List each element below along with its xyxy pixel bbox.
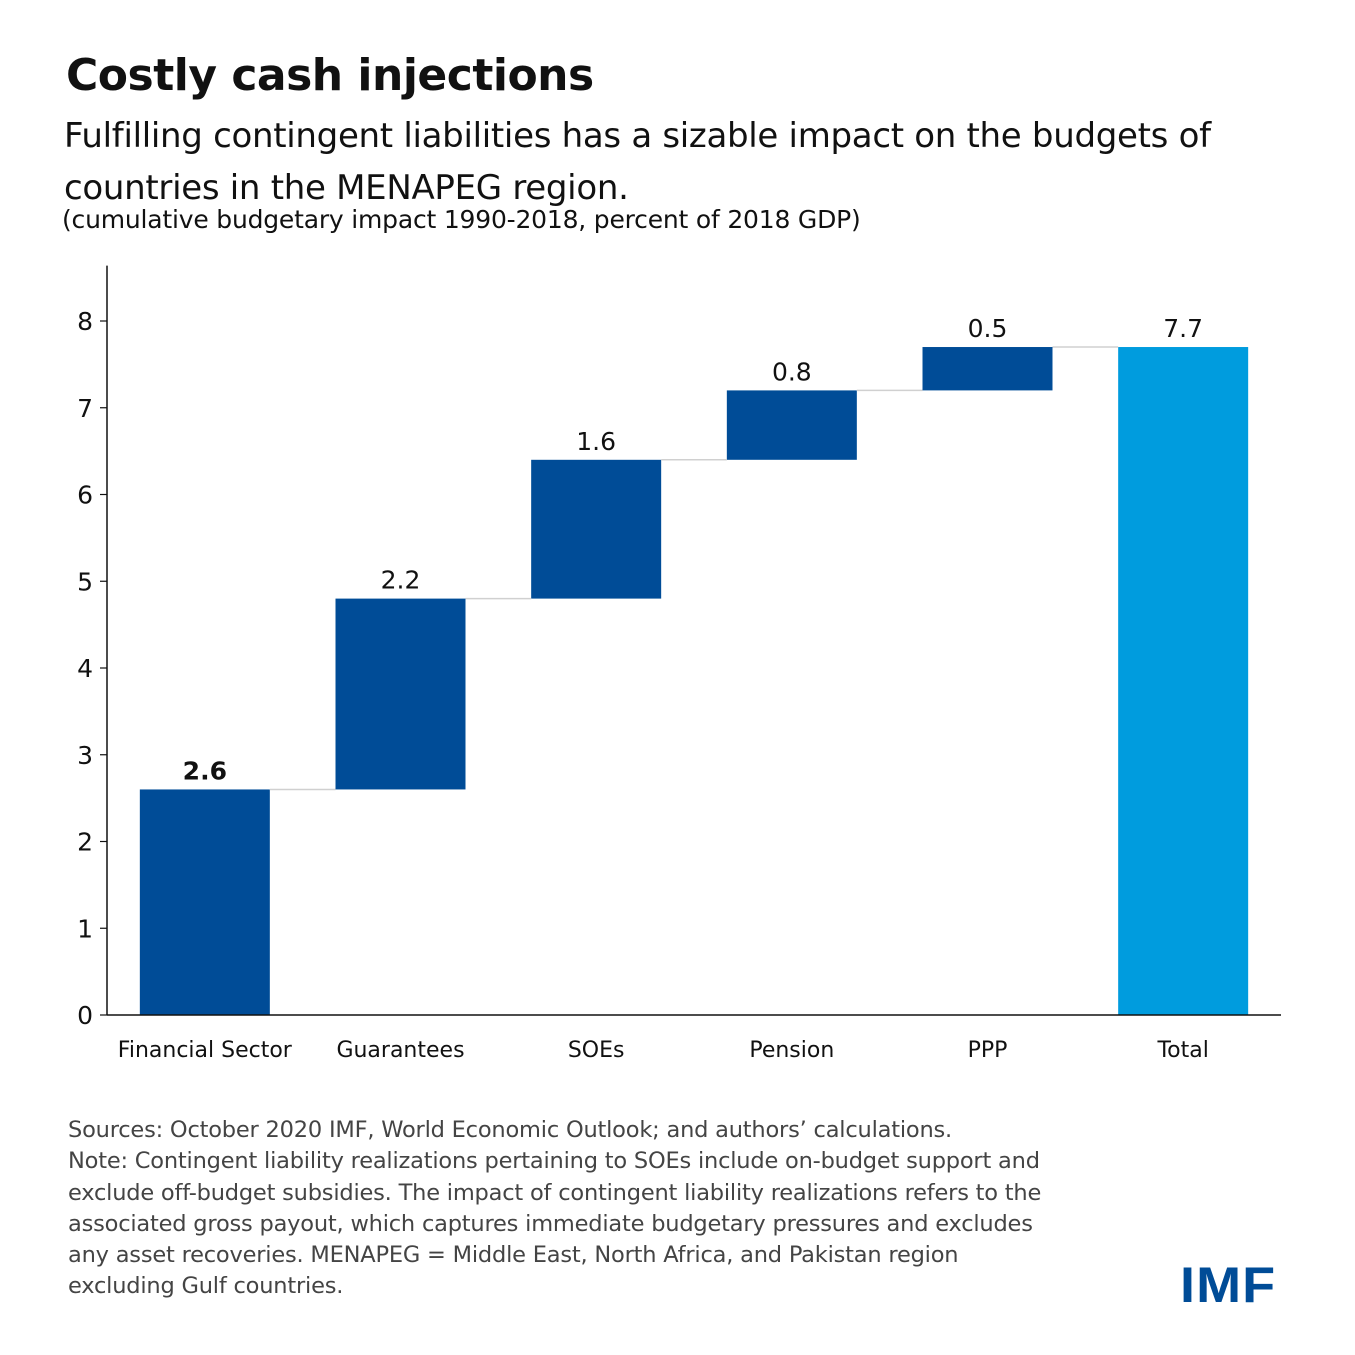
data-label: 0.5 <box>968 314 1008 343</box>
total-bar <box>1118 347 1249 1015</box>
y-tick-label: 7 <box>77 394 93 423</box>
increment-bar <box>726 390 857 460</box>
increment-bar <box>922 347 1053 391</box>
y-tick-label: 1 <box>77 914 93 943</box>
sources-note: Sources: October 2020 IMF, World Economi… <box>68 1117 952 1143</box>
chart-title: Costly cash injections <box>66 50 594 101</box>
data-label: 7.7 <box>1163 314 1203 343</box>
y-tick-label: 3 <box>77 741 93 770</box>
imf-logo: IMF <box>1180 1257 1277 1313</box>
increment-bar <box>335 598 466 790</box>
x-category-label: Guarantees <box>336 1038 464 1063</box>
y-tick-label: 5 <box>77 567 93 596</box>
note-line: associated gross payout, which captures … <box>68 1210 1033 1237</box>
note-line: excluding Gulf countries. <box>68 1273 344 1300</box>
unit-note: (cumulative budgetary impact 1990-2018, … <box>62 205 861 234</box>
increment-bar <box>531 459 662 599</box>
x-category-label: Financial Sector <box>118 1038 293 1063</box>
waterfall-chart: 0 1 2 3 4 5 6 7 8 2.6 Financial Sector 2.2 Guarantee… <box>77 265 1281 1063</box>
data-label: 0.8 <box>772 357 812 386</box>
x-category-label: Pension <box>749 1038 834 1063</box>
y-tick-label: 8 <box>77 307 93 336</box>
y-tick-label: 6 <box>77 481 93 510</box>
chart-subtitle: Fulfilling contingent liabilities has a … <box>64 116 1211 208</box>
x-category-label: SOEs <box>568 1038 625 1063</box>
y-tick-label: 0 <box>77 1001 93 1030</box>
footnotes: Sources: October 2020 IMF, World Economi… <box>68 1115 1188 1303</box>
note-line: exclude off-budget subsidies. The impact… <box>68 1179 1042 1206</box>
data-label: 1.6 <box>576 427 616 456</box>
note-line: any asset recoveries. MENAPEG = Middle E… <box>68 1242 959 1269</box>
data-label: 2.2 <box>381 566 421 595</box>
data-label: 2.6 <box>183 756 227 785</box>
x-category-label: Total <box>1156 1038 1208 1063</box>
note-line: Note: Contingent liability realizations … <box>68 1148 1040 1175</box>
x-category-label: PPP <box>968 1038 1008 1063</box>
y-tick-label: 2 <box>77 828 93 857</box>
y-tick-label: 4 <box>77 654 93 683</box>
increment-bar <box>139 789 270 1015</box>
